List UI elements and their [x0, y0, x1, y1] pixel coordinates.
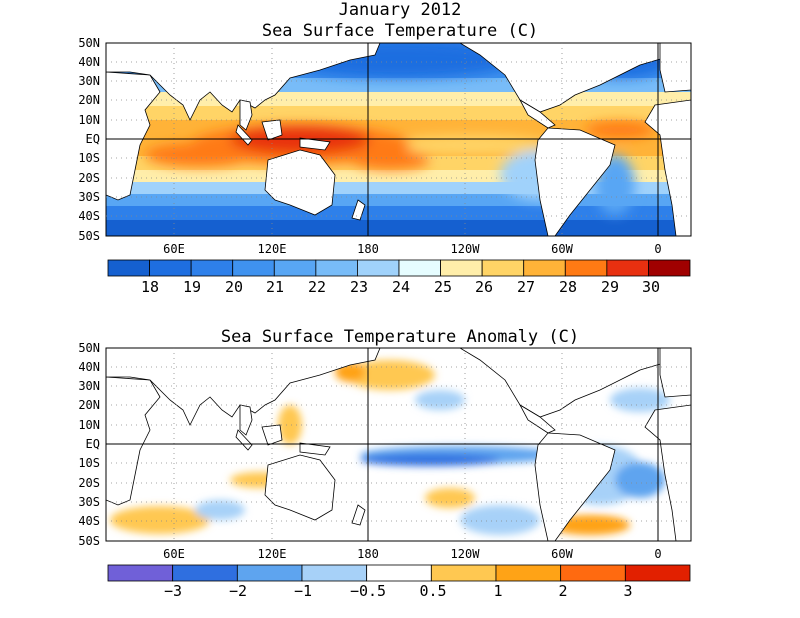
sst-colorbar-label: 22 [307, 278, 327, 296]
lat-label: 20N [78, 398, 100, 412]
sst-colorbar-label: 24 [391, 278, 411, 296]
anomaly-colorbar-label: 2 [558, 582, 568, 600]
lat-label: EQ [85, 437, 100, 451]
lon-label: 120E [257, 547, 287, 561]
anomaly-colorbar-label: −1 [293, 582, 313, 600]
lon-label: 180 [357, 547, 379, 561]
lon-label: 120W [450, 547, 480, 561]
colorbar-swatch [440, 259, 483, 277]
sst-colorbar-label: 18 [140, 278, 160, 296]
lon-label: 120W [450, 242, 480, 256]
lat-label: 10N [78, 418, 100, 432]
colorbar-swatch [560, 564, 626, 582]
colorbar-swatch [430, 564, 497, 582]
colorbar-swatch [190, 259, 234, 277]
colorbar-swatch [648, 259, 691, 277]
colorbar-swatch [149, 259, 192, 277]
colorbar-swatch [523, 259, 566, 277]
sst-colorbar-label: 21 [265, 278, 285, 296]
lat-label: 10S [78, 456, 100, 470]
anomaly-colorbar-label: 3 [623, 582, 633, 600]
anomaly-colorbar-label: −2 [228, 582, 248, 600]
lat-label: 50N [78, 36, 100, 50]
lon-label: 120E [257, 242, 287, 256]
sst-colorbar-label: 26 [474, 278, 494, 296]
lat-label: 40N [78, 360, 100, 374]
sst-colorbar-label: 30 [641, 278, 661, 296]
anomaly-colorbar-label: −0.5 [349, 582, 387, 600]
sst-colorbar-label: 27 [516, 278, 536, 296]
lat-label: EQ [85, 132, 100, 146]
colorbar-swatch [398, 259, 441, 277]
sst-map-gridlines [106, 43, 691, 236]
lat-label: 50S [78, 534, 100, 548]
anomaly-colorbar-label: −3 [163, 582, 183, 600]
lon-label: 60E [163, 242, 185, 256]
lat-label: 20S [78, 476, 100, 490]
lat-label: 20S [78, 171, 100, 185]
colorbar-swatch [606, 259, 649, 277]
colorbar-swatch [232, 259, 275, 277]
anomaly-colorbar-label: 0.5 [419, 582, 447, 600]
colorbar-swatch [301, 564, 368, 582]
colorbar-swatch [107, 564, 174, 582]
lat-label: 30S [78, 190, 100, 204]
lat-label: 30N [78, 74, 100, 88]
colorbar-swatch [107, 259, 150, 277]
sst-colorbar-label: 25 [433, 278, 453, 296]
lat-label: 40S [78, 209, 100, 223]
anomaly-map-gridlines [106, 348, 691, 541]
lat-label: 10S [78, 151, 100, 165]
anomaly-colorbar [107, 564, 691, 582]
colorbar-swatch [172, 564, 238, 582]
anomaly-map-title: Sea Surface Temperature Anomaly (C) [220, 327, 580, 347]
lat-label: 50N [78, 341, 100, 355]
lon-label: 0 [654, 242, 662, 256]
lat-label: 50S [78, 229, 100, 243]
colorbar-swatch [236, 564, 303, 582]
sst-map-title: Sea Surface Temperature (C) [261, 21, 539, 41]
colorbar-swatch [357, 259, 400, 277]
sst-colorbar-label: 19 [182, 278, 202, 296]
lat-label: 10N [78, 113, 100, 127]
colorbar-swatch [366, 564, 432, 582]
lat-label: 30N [78, 379, 100, 393]
lon-label: 0 [654, 547, 662, 561]
lat-label: 20N [78, 93, 100, 107]
lat-label: 40S [78, 514, 100, 528]
colorbar-swatch [315, 259, 358, 277]
lon-label: 60E [163, 547, 185, 561]
lat-label: 30S [78, 495, 100, 509]
colorbar-swatch [495, 564, 562, 582]
lon-label: 60W [551, 242, 573, 256]
sst-colorbar-label: 29 [600, 278, 620, 296]
lon-label: 60W [551, 547, 573, 561]
sst-colorbar-label: 28 [558, 278, 578, 296]
sst-colorbar-label: 20 [224, 278, 244, 296]
lat-label: 40N [78, 55, 100, 69]
sst-colorbar [107, 259, 691, 277]
sst-colorbar-label: 23 [349, 278, 369, 296]
colorbar-swatch [624, 564, 691, 582]
colorbar-swatch [273, 259, 317, 277]
colorbar-swatch [564, 259, 608, 277]
lon-label: 180 [357, 242, 379, 256]
anomaly-colorbar-label: 1 [493, 582, 503, 600]
map-title: January 2012 [338, 0, 462, 20]
colorbar-swatch [481, 259, 525, 277]
